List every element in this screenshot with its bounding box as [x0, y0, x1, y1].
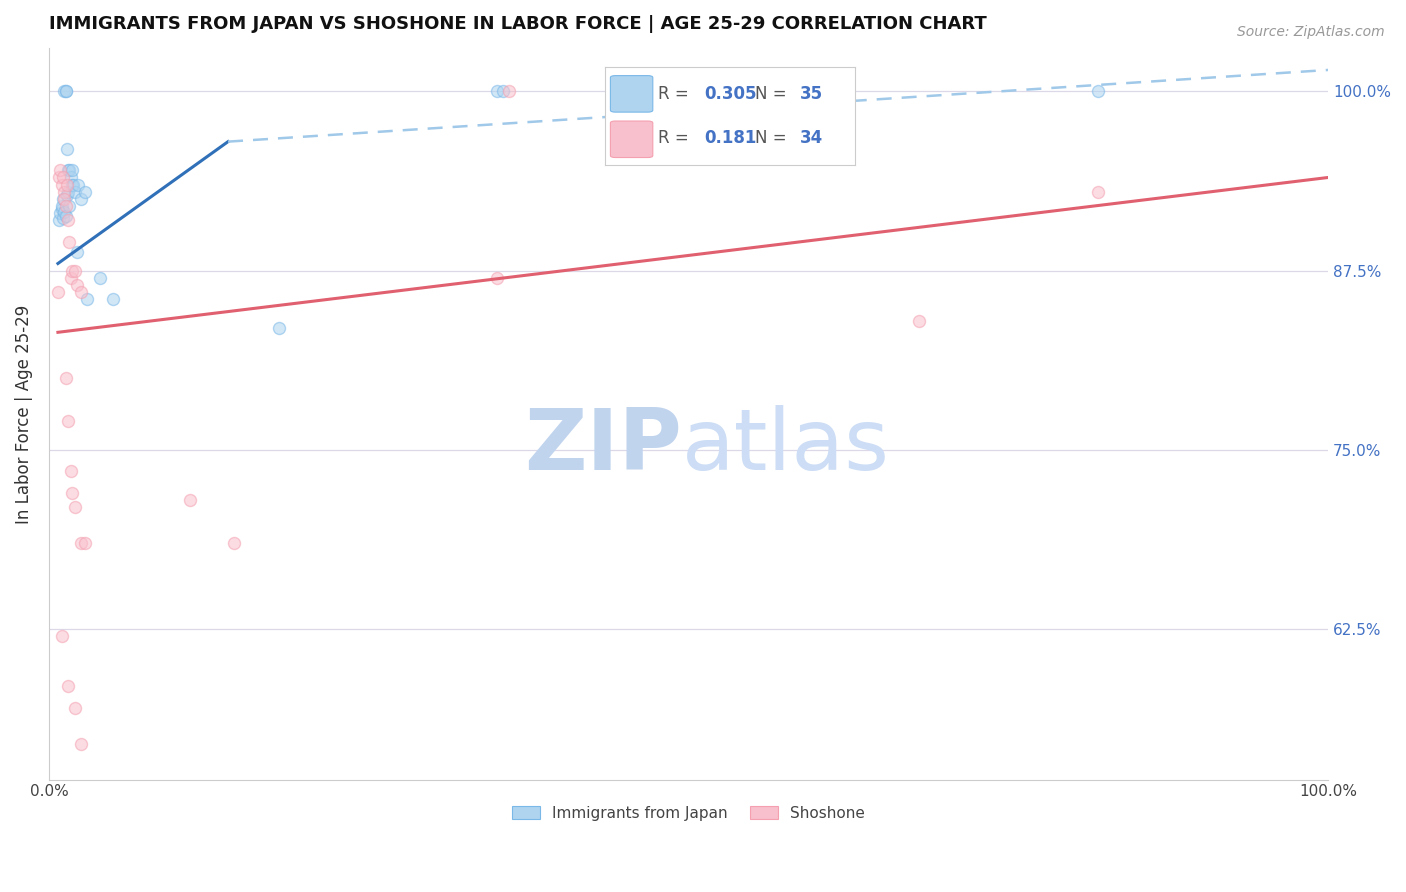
Point: [53, 185, 76, 199]
Point: [63, 263, 86, 277]
Point: [56, 680, 79, 694]
Y-axis label: In Labor Force | Age 25-29: In Labor Force | Age 25-29: [15, 304, 32, 524]
Point: [48, 213, 70, 227]
Point: [52, 170, 75, 185]
Point: [70, 285, 93, 300]
Text: Source: ZipAtlas.com: Source: ZipAtlas.com: [1237, 25, 1385, 39]
Point: [63, 500, 86, 515]
Point: [51, 178, 73, 192]
Point: [51, 202, 73, 216]
Point: [53, 85, 76, 99]
Point: [101, 293, 124, 307]
Point: [485, 85, 508, 99]
Point: [89, 270, 111, 285]
Point: [73, 536, 96, 550]
Point: [53, 192, 76, 206]
Point: [56, 414, 79, 428]
Point: [179, 493, 201, 508]
Text: IMMIGRANTS FROM JAPAN VS SHOSHONE IN LABOR FORCE | AGE 25-29 CORRELATION CHART: IMMIGRANTS FROM JAPAN VS SHOSHONE IN LAB…: [49, 15, 987, 33]
Point: [754, 85, 776, 99]
Point: [703, 85, 725, 99]
Point: [51, 629, 73, 643]
Point: [56, 178, 79, 192]
Point: [60, 486, 83, 500]
Point: [52, 192, 75, 206]
Point: [76, 293, 98, 307]
Text: atlas: atlas: [682, 406, 890, 489]
Point: [269, 321, 291, 335]
Point: [67, 178, 90, 192]
Point: [224, 536, 246, 550]
Point: [51, 199, 73, 213]
Legend: Immigrants from Japan, Shoshone: Immigrants from Japan, Shoshone: [506, 799, 872, 827]
Point: [56, 187, 79, 202]
Point: [73, 185, 96, 199]
Point: [60, 263, 83, 277]
Point: [55, 371, 77, 385]
Point: [70, 192, 93, 206]
Point: [56, 213, 79, 227]
Point: [66, 278, 89, 293]
Point: [59, 464, 82, 478]
Point: [55, 85, 77, 99]
Text: ZIP: ZIP: [524, 406, 682, 489]
Point: [70, 536, 93, 550]
Point: [49, 206, 72, 220]
Point: [63, 185, 86, 199]
Point: [1087, 85, 1109, 99]
Point: [498, 85, 520, 99]
Point: [58, 199, 80, 213]
Point: [59, 170, 82, 185]
Point: [55, 209, 77, 223]
Point: [485, 270, 508, 285]
Point: [55, 85, 77, 99]
Point: [56, 142, 79, 156]
Point: [58, 235, 80, 249]
Point: [70, 737, 93, 751]
Point: [1087, 185, 1109, 199]
Point: [58, 163, 80, 178]
Point: [492, 85, 515, 99]
Point: [60, 178, 83, 192]
Point: [63, 701, 86, 715]
Point: [60, 163, 83, 178]
Point: [56, 185, 79, 199]
Point: [52, 211, 75, 225]
Point: [49, 163, 72, 178]
Point: [53, 205, 76, 219]
Point: [59, 270, 82, 285]
Point: [48, 170, 70, 185]
Point: [786, 85, 808, 99]
Point: [62, 178, 84, 192]
Point: [46, 285, 69, 300]
Point: [55, 199, 77, 213]
Point: [907, 314, 929, 328]
Point: [66, 245, 89, 260]
Point: [56, 163, 79, 178]
